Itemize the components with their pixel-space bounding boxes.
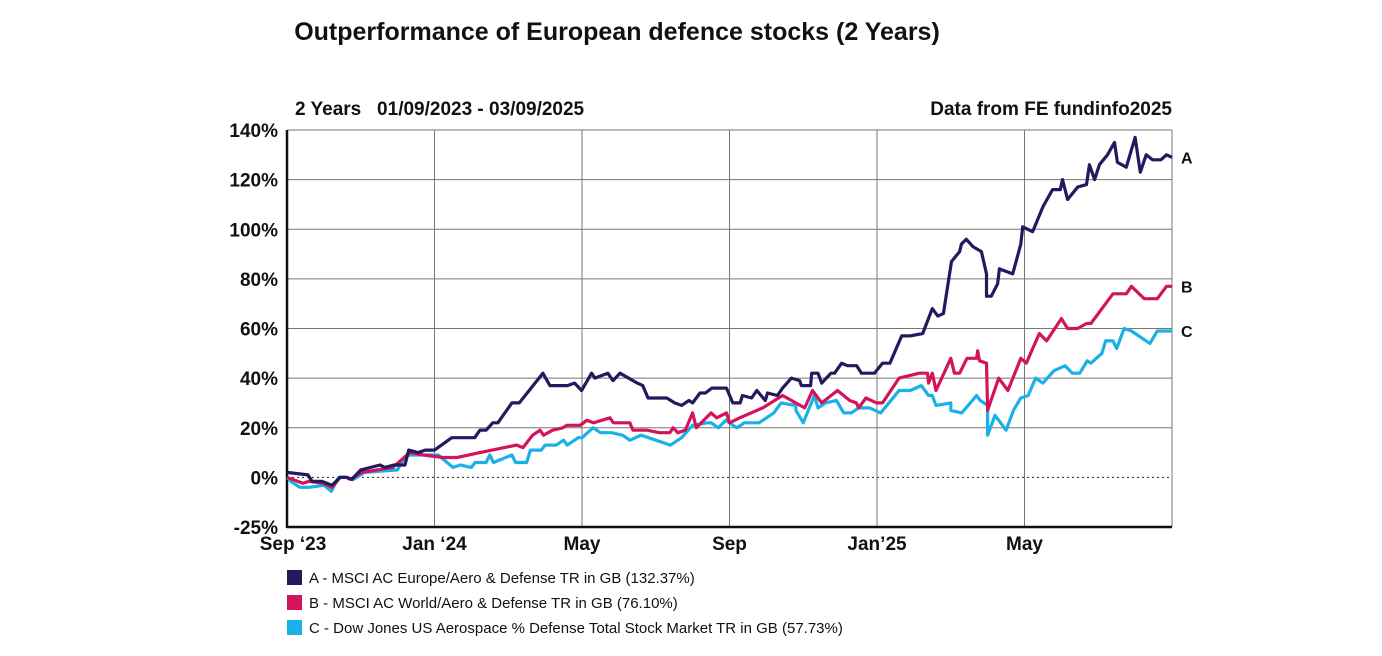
series-end-label-b: B [1181,279,1193,296]
x-tick-label: Sep ‘23 [260,534,327,555]
series-line-b [286,284,1172,489]
x-tick-label: Jan’25 [847,534,907,555]
x-axis: Sep ‘23 Jan ‘24 May Sep Jan’25 May [260,534,1044,555]
y-tick-label: 60% [240,320,278,341]
y-tick-label: -25% [234,518,278,539]
legend-swatch-b [287,595,302,610]
y-axis: -25% 0% 20% 40% 60% 80% 100% 120% 140% [229,121,278,539]
y-tick-label: 120% [229,171,278,192]
y-tick-label: 20% [240,419,278,440]
legend-label-b: B - MSCI AC World/Aero & Defense TR in G… [309,595,678,612]
legend-swatch-a [287,570,302,585]
series-lines [285,135,1173,493]
x-tick-label: Sep [712,534,747,555]
x-tick-label: May [564,534,601,555]
chart-source: Data from FE fundinfo2025 [930,99,1172,120]
y-tick-label: 80% [240,270,278,291]
y-tick-label: 100% [229,220,278,241]
series-end-label-a: A [1181,150,1193,167]
chart-title: Outperformance of European defence stock… [294,18,940,46]
legend: A - MSCI AC Europe/Aero & Defense TR in … [287,570,843,637]
chart-subtitle: 2 Years 01/09/2023 - 03/09/2025 [295,99,585,120]
series-line-a [286,135,1173,487]
legend-swatch-c [287,620,302,635]
series-line-c [285,326,1172,493]
y-tick-label: 140% [229,121,278,142]
x-tick-label: Jan ‘24 [402,534,467,555]
y-tick-label: 0% [251,468,279,489]
y-tick-label: 40% [240,369,278,390]
series-end-labels: A B C [1181,150,1193,341]
legend-label-c: C - Dow Jones US Aerospace % Defense Tot… [309,620,843,637]
x-tick-label: May [1006,534,1043,555]
legend-label-a: A - MSCI AC Europe/Aero & Defense TR in … [309,570,695,587]
series-end-label-c: C [1181,324,1193,341]
grid [285,129,1173,529]
